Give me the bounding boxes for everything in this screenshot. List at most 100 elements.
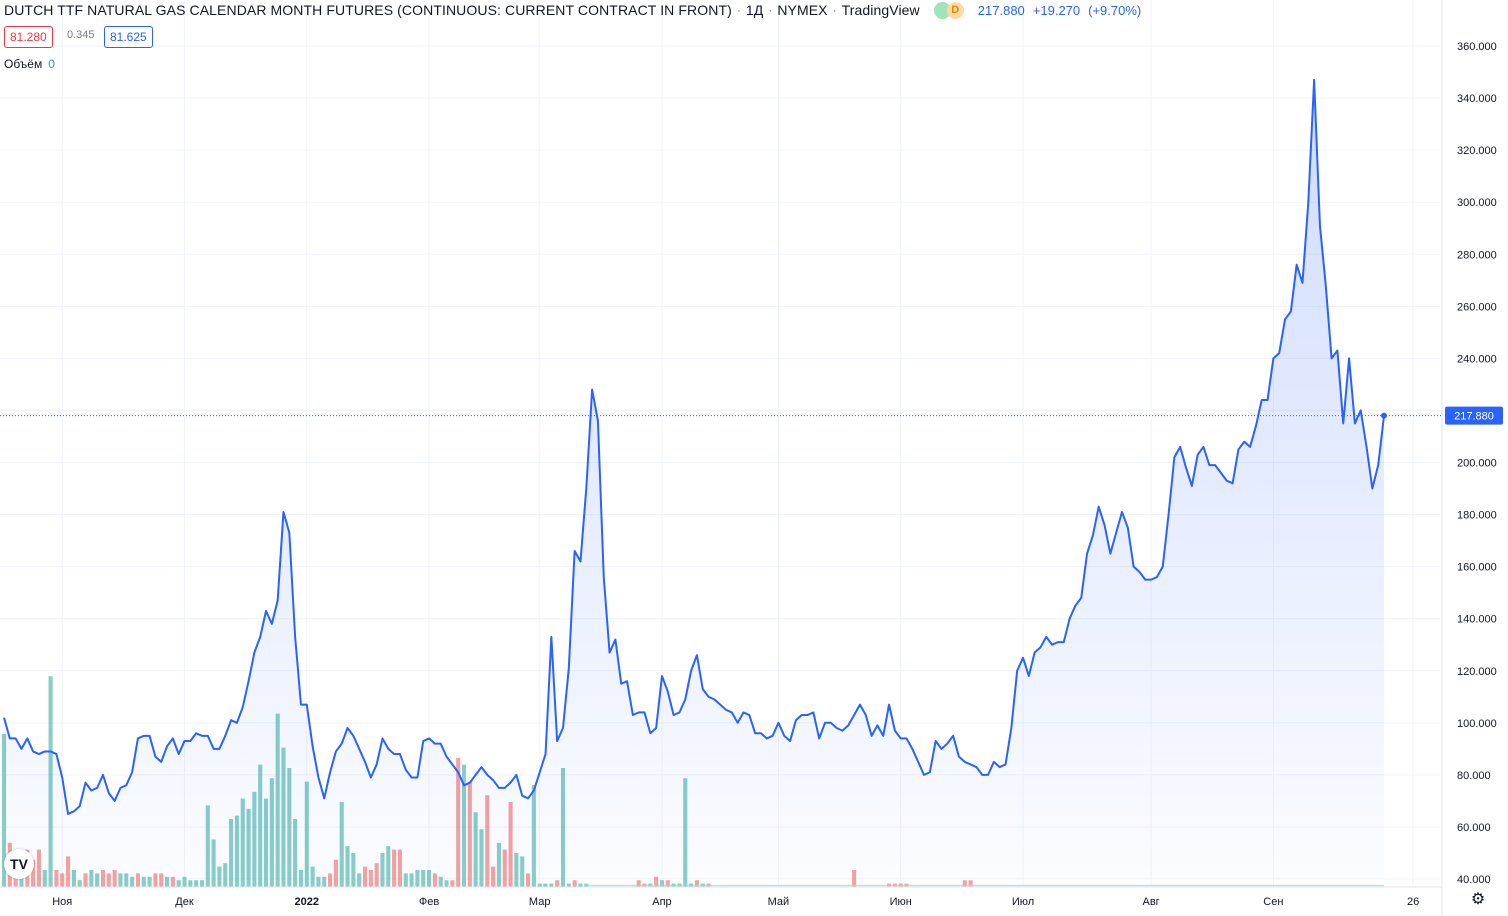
volume-bar	[549, 883, 554, 887]
y-tick-label: 200.000	[1457, 458, 1497, 470]
volume-bar	[170, 876, 175, 887]
x-tick-label: Апр	[652, 896, 671, 908]
x-tick-label: Июл	[1012, 896, 1034, 908]
price-change: 217.880 +19.270 (+9.70%)	[978, 3, 1149, 18]
tradingview-logo-icon[interactable]: TV	[4, 849, 34, 879]
volume-bar	[659, 880, 665, 887]
volume-bar	[357, 873, 362, 887]
price-axis[interactable]: 360.000 340.000 320.000 300.000 280.000 260.0…	[1441, 0, 1497, 916]
volume-bar	[124, 873, 129, 887]
volume-legend[interactable]: Объём 0	[4, 57, 55, 71]
y-tick-label: 240.000	[1457, 353, 1497, 365]
y-tick-label: 180.000	[1457, 510, 1497, 522]
x-tick-label: Июн	[890, 896, 912, 908]
volume-bar	[182, 876, 187, 887]
volume-bar	[159, 873, 164, 887]
last-price-dot	[1381, 412, 1387, 419]
spread-value: 0.345	[67, 29, 95, 41]
volume-bar	[968, 880, 973, 887]
y-tick-label: 140.000	[1457, 614, 1497, 626]
y-tick-label: 360.000	[1457, 41, 1497, 53]
volume-bar	[60, 873, 65, 887]
y-tick-label: 300.000	[1457, 197, 1497, 209]
gear-icon[interactable]: ⚙	[1470, 891, 1486, 908]
volume-bar	[199, 880, 205, 887]
volume-bar	[118, 873, 123, 887]
y-tick-label: 40.000	[1457, 874, 1491, 886]
y-tick-label: 120.000	[1457, 666, 1497, 678]
volume-bar	[141, 876, 146, 887]
price-area	[4, 79, 1384, 880]
volume-bar	[432, 873, 437, 887]
x-tick-label: Мар	[529, 896, 551, 908]
volume-value: 0	[48, 57, 55, 71]
volume-bar	[543, 883, 548, 887]
volume-label: Объём	[4, 57, 43, 71]
volume-bar	[694, 880, 699, 887]
volume-bar	[572, 880, 577, 887]
last-price-marker: 217.880	[0, 406, 1503, 425]
x-tick-label: Фев	[419, 896, 439, 908]
volume-bar	[83, 873, 88, 887]
y-tick-label: 320.000	[1457, 145, 1497, 157]
volume-bar	[135, 873, 140, 887]
last-price-label: 217.880	[1454, 411, 1494, 423]
y-tick-label: 340.000	[1457, 93, 1497, 105]
last-price-value: 217.880	[977, 2, 1025, 18]
volume-bar	[438, 876, 443, 887]
volume-bar	[165, 876, 170, 887]
x-tick-label: Дек	[175, 896, 194, 908]
interval-label[interactable]: 1Д	[745, 2, 764, 18]
ask-price-box[interactable]: 81.625	[104, 26, 153, 48]
price-series-line	[3, 78, 1385, 815]
volume-bar	[147, 876, 152, 887]
x-tick-label: Сен	[1263, 896, 1283, 908]
volume-bar	[153, 873, 158, 887]
volume-bar	[654, 876, 659, 887]
price-line	[3, 78, 1385, 815]
volume-bar	[188, 880, 193, 887]
volume-bar	[537, 883, 542, 887]
volume-bar	[194, 880, 199, 887]
volume-bar	[665, 880, 670, 887]
data-status-badge[interactable]: D	[946, 1, 964, 19]
volume-bar	[636, 880, 641, 887]
bid-price-box[interactable]: 81.280	[4, 26, 53, 48]
market-status-icon[interactable]	[933, 1, 951, 19]
x-tick-label: Ноя	[52, 896, 72, 908]
volume-bar	[130, 876, 135, 887]
volume-bar	[176, 880, 181, 887]
volume-bar	[566, 883, 571, 887]
price-area-fill	[4, 79, 1384, 880]
change-value: +19.270	[1032, 2, 1081, 18]
symbol-title[interactable]: DUTCH TTF NATURAL GAS CALENDAR MONTH FUT…	[4, 2, 732, 18]
source-label: TradingView	[841, 2, 920, 18]
y-tick-label: 160.000	[1457, 562, 1497, 574]
volume-bar	[322, 876, 327, 887]
y-tick-label: 60.000	[1457, 822, 1491, 834]
x-tick-label: 26	[1407, 896, 1419, 908]
volume-bar	[555, 880, 560, 887]
y-tick-label: 280.000	[1457, 249, 1497, 261]
volume-bar	[409, 873, 414, 887]
exchange-label: NYMEX	[777, 2, 828, 18]
chart-header: DUTCH TTF NATURAL GAS CALENDAR MONTH FUT…	[4, 1, 1149, 19]
y-tick-label: 260.000	[1457, 301, 1497, 313]
volume-bar	[106, 873, 111, 887]
time-axis[interactable]: Ноя Дек 2022 Фев Мар Апр Май Июн Июл Авг Сен 26	[0, 886, 1442, 908]
volume-bar	[962, 880, 967, 887]
volume-bar	[450, 880, 455, 887]
volume-bar	[403, 873, 408, 887]
volume-bar	[77, 880, 82, 887]
volume-bar	[584, 883, 589, 887]
volume-bar	[316, 876, 321, 887]
volume-bar	[444, 880, 449, 887]
last-price-label-bg	[1445, 406, 1503, 425]
volume-bar	[328, 873, 333, 887]
volume-bar	[578, 883, 583, 887]
volume-bar	[526, 873, 531, 887]
y-tick-label: 80.000	[1457, 770, 1491, 782]
change-percent: (+9.70%)	[1088, 2, 1142, 18]
x-tick-label: Авг	[1142, 896, 1159, 908]
